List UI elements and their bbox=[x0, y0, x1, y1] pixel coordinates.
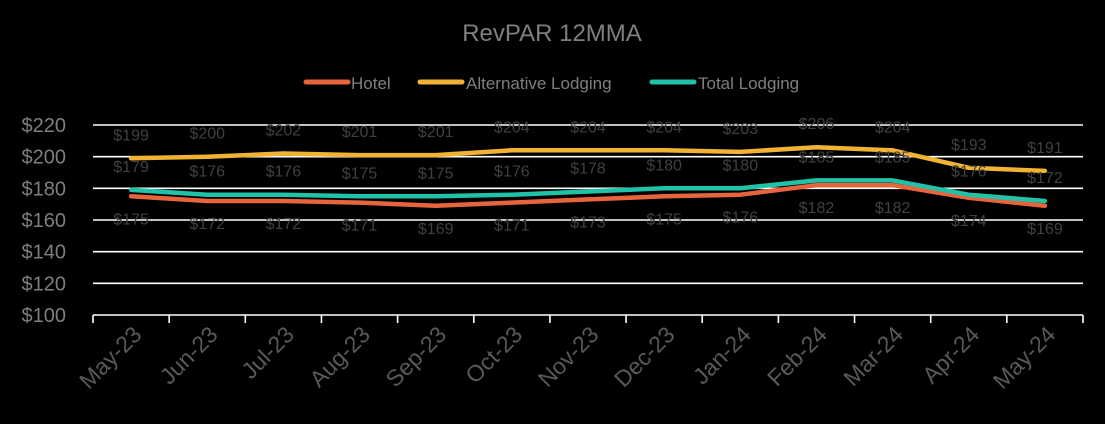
data-label: $173 bbox=[570, 214, 606, 231]
series-line bbox=[128, 144, 1048, 174]
data-label: $178 bbox=[570, 161, 606, 178]
data-label: $201 bbox=[342, 124, 378, 141]
y-tick-label: $220 bbox=[22, 115, 67, 137]
y-tick-label: $140 bbox=[22, 242, 67, 264]
data-label: $172 bbox=[189, 216, 225, 233]
y-tick-label: $180 bbox=[22, 178, 67, 200]
data-label: $203 bbox=[723, 121, 759, 138]
data-label: $202 bbox=[266, 123, 302, 140]
data-label: $204 bbox=[494, 119, 530, 136]
data-label: $176 bbox=[723, 210, 759, 227]
data-label: $182 bbox=[875, 200, 911, 217]
data-label: $176 bbox=[494, 164, 530, 181]
x-tick-label: Jun-23 bbox=[155, 321, 223, 389]
x-tick-label: Aug-23 bbox=[304, 321, 375, 392]
data-label: $182 bbox=[799, 200, 835, 217]
data-label: $176 bbox=[951, 164, 987, 181]
data-label: $175 bbox=[342, 165, 378, 182]
data-label: $175 bbox=[646, 211, 682, 228]
x-tick-label: Mar-24 bbox=[838, 321, 908, 391]
data-label: $201 bbox=[418, 124, 454, 141]
chart-title: RevPAR 12MMA bbox=[462, 20, 642, 47]
data-label: $172 bbox=[1027, 170, 1063, 187]
data-label: $204 bbox=[646, 119, 682, 136]
y-tick-label: $120 bbox=[22, 273, 67, 295]
x-tick-label: May-24 bbox=[988, 321, 1061, 394]
x-tick-label: Jan-24 bbox=[688, 321, 756, 389]
data-label: $175 bbox=[418, 165, 454, 182]
data-label: $176 bbox=[266, 164, 302, 181]
data-label: $174 bbox=[951, 213, 987, 230]
series-line bbox=[128, 178, 1048, 204]
data-label: $191 bbox=[1027, 140, 1063, 157]
x-tick-label: Jul-23 bbox=[236, 321, 299, 384]
legend-label: Total Lodging bbox=[698, 74, 799, 93]
data-label: $169 bbox=[418, 221, 454, 238]
data-label: $185 bbox=[799, 149, 835, 166]
data-label: $175 bbox=[113, 211, 149, 228]
data-label: $204 bbox=[875, 119, 911, 136]
series-lines bbox=[128, 144, 1048, 209]
data-label: $204 bbox=[570, 119, 606, 136]
data-label: $171 bbox=[494, 218, 530, 235]
legend-label: Hotel bbox=[351, 74, 391, 93]
y-axis: $100 $120 $140 $160 $180 $200 $220 bbox=[22, 115, 67, 327]
y-tick-label: $200 bbox=[22, 147, 67, 169]
x-axis: May-23 Jun-23 Jul-23 Aug-23 Sep-23 Oct-23 Nov-… bbox=[74, 315, 1084, 394]
data-label: $180 bbox=[646, 157, 682, 174]
x-tick-label: May-23 bbox=[74, 321, 147, 394]
x-tick-label: Feb-24 bbox=[762, 321, 832, 391]
data-label: $180 bbox=[723, 157, 759, 174]
data-label: $169 bbox=[1027, 221, 1063, 238]
data-labels: $175 $172 $172 $171 $169 $171 $173 $175 $176 $182… bbox=[113, 116, 1063, 238]
data-label: $171 bbox=[342, 218, 378, 235]
x-tick-label: Apr-24 bbox=[917, 321, 984, 388]
series-line bbox=[128, 182, 1048, 209]
data-label: $172 bbox=[266, 216, 302, 233]
data-label: $179 bbox=[113, 159, 149, 176]
x-tick-label: Sep-23 bbox=[380, 321, 451, 392]
data-label: $199 bbox=[113, 127, 149, 144]
data-label: $193 bbox=[951, 137, 987, 154]
data-label: $176 bbox=[189, 164, 225, 181]
y-tick-label: $100 bbox=[22, 305, 67, 327]
x-tick-label: Dec-23 bbox=[609, 321, 680, 392]
y-tick-label: $160 bbox=[22, 210, 67, 232]
legend: Hotel Alternative Lodging Total Lodging bbox=[303, 74, 799, 93]
x-tick-label: Nov-23 bbox=[533, 321, 604, 392]
x-tick-label: Oct-23 bbox=[460, 321, 527, 388]
data-label: $185 bbox=[875, 149, 911, 166]
data-label: $200 bbox=[189, 126, 225, 143]
data-label: $206 bbox=[799, 116, 835, 133]
legend-label: Alternative Lodging bbox=[466, 74, 612, 93]
